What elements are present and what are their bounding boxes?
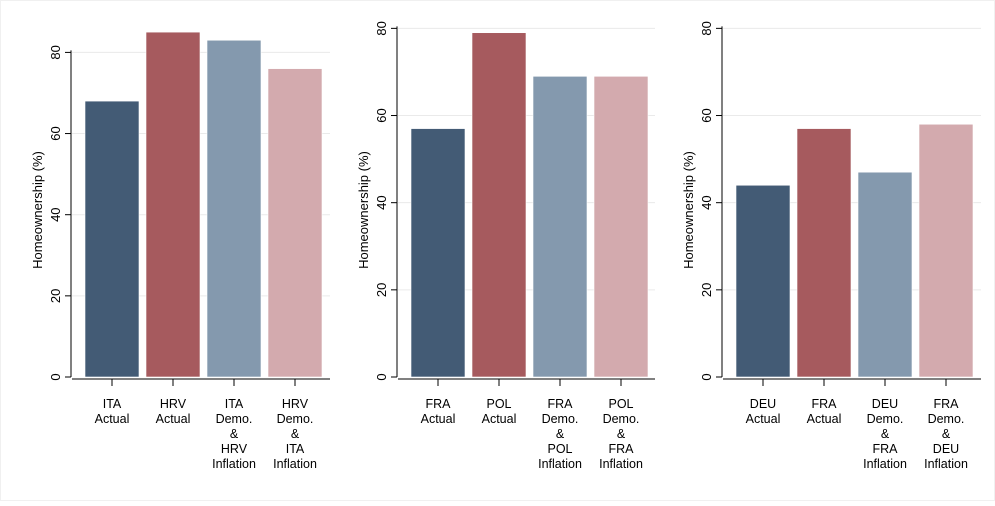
y-tick-label: 40 <box>48 207 63 221</box>
bar-4 <box>267 68 323 378</box>
y-tick-label: 20 <box>699 283 714 297</box>
category-label: HRV Actual <box>156 397 191 426</box>
y-tick-label: 60 <box>374 108 389 122</box>
y-tick-label: 0 <box>699 373 714 380</box>
chart-panel-3: DEU Actual FRA Actual DEU Demo. & FRA Inflation F… <box>681 21 981 471</box>
y-tick-label: 20 <box>48 289 63 303</box>
category-label: DEU Actual <box>746 397 781 426</box>
category-label: DEU Demo. & FRA Inflation <box>863 397 907 471</box>
y-tick-label: 60 <box>48 126 63 140</box>
category-label: ITA Demo. & HRV Inflation <box>212 397 256 471</box>
category-label: FRA Demo. & POL Inflation <box>538 397 582 471</box>
category-label: POL Actual <box>482 397 517 426</box>
bar-3 <box>857 171 913 378</box>
category-label: ITA Actual <box>95 397 130 426</box>
category-label: POL Demo. & FRA Inflation <box>599 397 643 471</box>
bar-1 <box>735 184 791 378</box>
y-tick-label: 80 <box>699 21 714 35</box>
y-axis-title: Homeownership (%) <box>356 151 371 269</box>
y-tick-label: 60 <box>699 108 714 122</box>
y-tick-label: 40 <box>699 195 714 209</box>
bar-2 <box>796 128 852 378</box>
chart-panel-2: FRA Actual POL Actual FRA Demo. & POL Inflation P… <box>356 21 655 471</box>
y-axis-title: Homeownership (%) <box>30 151 45 269</box>
y-tick-label: 0 <box>48 373 63 380</box>
category-label: HRV Demo. & ITA Inflation <box>273 397 317 471</box>
y-tick-label: 20 <box>374 283 389 297</box>
chart-panel-1: ITA Actual HRV Actual ITA Demo. & HRV Inflation H… <box>30 31 330 471</box>
category-label: FRA Actual <box>807 397 842 426</box>
category-label: FRA Demo. & DEU Inflation <box>924 397 968 471</box>
category-label: FRA Actual <box>421 397 456 426</box>
bar-3 <box>206 39 262 378</box>
bar-3 <box>532 75 588 378</box>
bar-4 <box>593 75 649 378</box>
bar-2 <box>471 32 527 378</box>
bar-4 <box>918 123 974 378</box>
bar-1 <box>410 128 466 378</box>
y-tick-label: 80 <box>48 45 63 59</box>
y-tick-label: 40 <box>374 195 389 209</box>
y-tick-label: 0 <box>374 373 389 380</box>
bar-2 <box>145 31 201 378</box>
bar-1 <box>84 100 140 378</box>
y-axis-title: Homeownership (%) <box>681 151 696 269</box>
y-tick-label: 80 <box>374 21 389 35</box>
